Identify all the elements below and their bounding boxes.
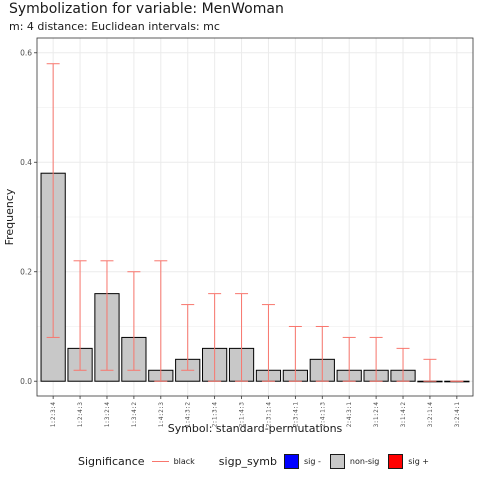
x-tick-label: 3:1:2:4 xyxy=(373,402,380,428)
error-bar-2:4:3:1 xyxy=(342,336,356,382)
error-bar-2:4:1:3 xyxy=(315,325,329,382)
x-tick-label: 3:2:4:1 xyxy=(454,402,461,428)
error-bar-1:2:3:4 xyxy=(46,63,60,338)
x-tick-label: 1:2:3:4 xyxy=(50,402,57,428)
error-bar-3:2:1:4 xyxy=(423,358,437,382)
legend-significance-item: black xyxy=(173,456,195,466)
x-tick-label: 3:2:1:4 xyxy=(427,402,434,428)
legend-swatch-sig-plus xyxy=(388,453,404,469)
x-tick-label: 1:3:2:4 xyxy=(104,402,111,428)
x-tick-label: 1:4:3:2 xyxy=(185,402,192,428)
plot-panel-border xyxy=(36,37,474,397)
x-tick-label: 3:1:4:2 xyxy=(400,402,407,428)
x-tick-label: 2:3:1:4 xyxy=(265,402,272,428)
y-axis-ticks: 0.0 0.2 0.4 0.6 xyxy=(20,48,37,386)
bar-chart: 0.0 0.2 0.4 0.6 1:2:3:4 1:2:4:3 1:3:2:4 1:3:4:… xyxy=(3,37,474,435)
error-bar-1:3:2:4 xyxy=(100,260,114,371)
legend-item-sig-minus: sig - xyxy=(284,453,321,469)
error-bars xyxy=(46,63,464,382)
legend-label-sig-plus: sig + xyxy=(408,456,430,466)
error-bar-1:4:2:3 xyxy=(154,260,168,382)
legend-swatch-non-sig xyxy=(329,453,345,469)
x-tick-label: 2:4:1:3 xyxy=(319,402,326,428)
y-tick-label: 0.4 xyxy=(20,158,32,167)
error-bar-2:3:1:4 xyxy=(261,304,275,382)
x-axis-ticks: 1:2:3:4 1:2:4:3 1:3:2:4 1:3:4:2 1:4:2:3 1:4:3… xyxy=(50,396,461,427)
error-bar-2:3:4:1 xyxy=(288,325,302,382)
legend-label-sig-minus: sig - xyxy=(304,456,321,466)
chart-subtitle: m: 4 distance: Euclidean intervals: mc xyxy=(9,20,220,33)
error-bar-3:1:4:2 xyxy=(396,347,410,382)
legend-item-sig-plus: sig + xyxy=(388,453,430,469)
x-tick-label: 1:4:2:3 xyxy=(158,402,165,428)
error-bar-1:2:4:3 xyxy=(73,260,87,371)
legend-label-non-sig: non-sig xyxy=(349,456,380,466)
y-tick-label: 0.6 xyxy=(20,48,32,57)
legend-swatch-sig-minus xyxy=(284,453,299,469)
legend: Significance black sigp_symb sig - non-s… xyxy=(78,452,438,470)
x-tick-label: 2:1:3:4 xyxy=(212,402,219,428)
legend-line-key xyxy=(151,460,169,462)
y-tick-label: 0.0 xyxy=(20,377,32,386)
x-tick-label: 1:3:4:2 xyxy=(131,402,138,428)
chart-title: Symbolization for variable: MenWoman xyxy=(9,1,284,17)
error-bar-2:1:3:4 xyxy=(208,293,222,382)
x-tick-label: 2:4:3:1 xyxy=(346,402,353,428)
x-tick-label: 1:2:4:3 xyxy=(77,402,84,428)
x-tick-label: 2:1:4:3 xyxy=(239,402,246,428)
error-bar-2:1:4:3 xyxy=(235,293,249,382)
legend-item-non-sig: non-sig xyxy=(329,453,380,469)
legend-symb-title: sigp_symb xyxy=(218,454,277,468)
x-tick-label: 2:3:4:1 xyxy=(292,402,299,428)
error-bar-3:1:2:4 xyxy=(369,336,383,382)
y-tick-label: 0.2 xyxy=(20,267,32,276)
error-bar-1:4:3:2 xyxy=(181,304,195,371)
legend-significance-title: Significance xyxy=(78,454,145,468)
x-axis-title: Symbol: standard-permutations xyxy=(168,422,343,435)
error-bar-1:3:4:2 xyxy=(127,271,141,371)
y-axis-title: Frequency xyxy=(3,188,16,245)
